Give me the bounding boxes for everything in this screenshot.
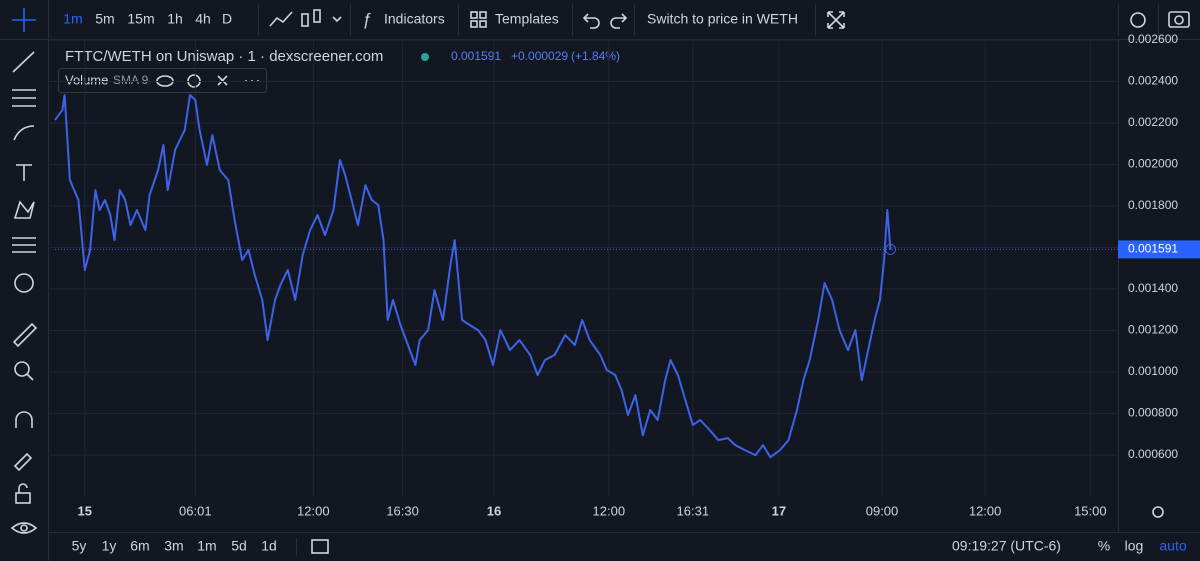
x-tick-label: 16:31 — [677, 503, 710, 518]
drawing-tools[interactable] — [10, 51, 38, 534]
date-range-icon[interactable] — [311, 539, 329, 554]
fullscreen-icon[interactable] — [827, 11, 845, 29]
interval[interactable]: 15m — [127, 11, 154, 27]
x-tick-label: 06:01 — [179, 503, 212, 518]
chart-title: FTTC/WETH on Uniswap · 1 · dexscreener.c… — [65, 48, 383, 65]
dropdown-icon[interactable] — [332, 16, 342, 23]
switch-price-button[interactable]: Switch to price in WETH — [647, 11, 798, 27]
x-tick-label: 16:30 — [386, 503, 419, 518]
y-tick-label: 0.002600 — [1128, 32, 1178, 46]
last-price-box — [1118, 240, 1200, 259]
templates-icon[interactable] — [470, 11, 487, 28]
y-tick-label: 0.000800 — [1128, 406, 1178, 420]
volume-legend[interactable] — [58, 68, 267, 93]
y-tick-label: 0.001000 — [1128, 364, 1178, 378]
templates-button[interactable]: Templates — [495, 11, 559, 27]
y-tick-label: 0.000600 — [1128, 447, 1178, 461]
y-tick-label: 0.001800 — [1128, 198, 1178, 212]
x-tick-label: 17 — [772, 503, 786, 518]
auto-toggle[interactable]: auto — [1159, 538, 1186, 554]
last-price-label: 0.001591 — [1128, 242, 1178, 256]
y-tick-label: 0.001200 — [1128, 323, 1178, 337]
y-tick-label: 0.002200 — [1128, 115, 1178, 129]
legend-actions[interactable] — [156, 74, 259, 88]
x-tick-label: 15 — [78, 503, 92, 518]
y-tick-label: 0.002000 — [1128, 157, 1178, 171]
range-button[interactable]: 3m — [164, 538, 183, 554]
grid — [48, 39, 1118, 497]
price-change: +0.000029 — [511, 49, 568, 63]
interval[interactable]: D — [222, 11, 232, 27]
axis-settings-icon[interactable] — [1152, 506, 1164, 518]
chart-style-icon[interactable] — [269, 11, 293, 27]
plot: 0.000600 0.000800 0.001000 0.001200 0.001400… — [48, 32, 1200, 518]
x-tick-label: 12:00 — [297, 503, 330, 518]
candles-icon[interactable] — [301, 9, 321, 27]
y-tick-label: 0.002400 — [1128, 74, 1178, 88]
range-button[interactable]: 6m — [130, 538, 149, 554]
percent-toggle[interactable]: % — [1098, 538, 1110, 554]
fx-icon[interactable]: ƒ — [362, 9, 371, 28]
interval[interactable]: 4h — [195, 11, 211, 27]
price-change-pct: (+1.84%) — [571, 49, 620, 63]
x-tick-label: 15:00 — [1074, 503, 1107, 518]
range-button[interactable]: 1m — [197, 538, 216, 554]
range-button[interactable]: 1d — [261, 538, 277, 554]
interval[interactable]: 5m — [95, 11, 114, 27]
y-tick-label: 0.001400 — [1128, 281, 1178, 295]
screenshot-icon[interactable] — [1168, 11, 1190, 28]
last-point — [885, 243, 897, 255]
redo-icon[interactable] — [610, 13, 628, 29]
undo-icon[interactable] — [582, 13, 600, 29]
sma-label: SMA 9 — [113, 73, 149, 87]
x-tick-label: 12:00 — [593, 503, 626, 518]
interval[interactable]: 1m — [63, 11, 82, 27]
settings-icon[interactable] — [1130, 12, 1146, 28]
range-button[interactable]: 5y — [72, 538, 87, 554]
range-button[interactable]: 5d — [231, 538, 247, 554]
range-button[interactable]: 1y — [102, 538, 117, 554]
price-line — [54, 94, 892, 459]
status-dot — [421, 53, 429, 61]
x-tick-label: 09:00 — [866, 503, 899, 518]
clock: 09:19:27 (UTC-6) — [952, 538, 1061, 554]
log-toggle[interactable]: log — [1125, 538, 1144, 554]
crosshair-icon[interactable] — [12, 8, 36, 32]
volume-label: Volume — [65, 72, 108, 87]
interval[interactable]: 1h — [167, 11, 183, 27]
x-tick-label: 16 — [487, 503, 501, 518]
x-tick-label: 12:00 — [969, 503, 1002, 518]
indicators-button[interactable]: Indicators — [384, 11, 445, 27]
price: 0.001591 — [451, 49, 501, 63]
